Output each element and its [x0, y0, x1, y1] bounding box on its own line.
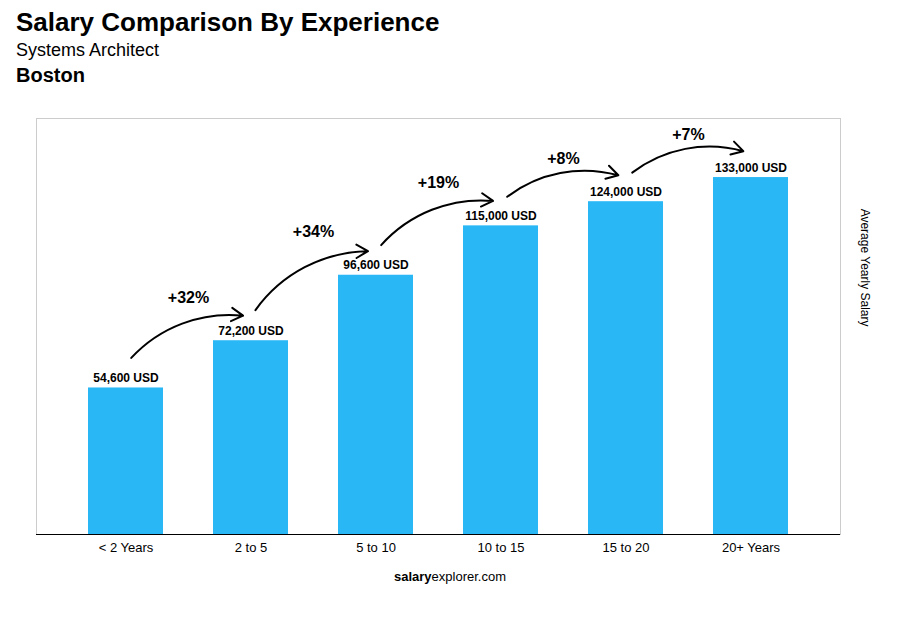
svg-text:115,000 USD: 115,000 USD: [465, 209, 537, 223]
svg-text:96,600 USD: 96,600 USD: [343, 258, 409, 272]
html-text:salary explorer.com: salary explorer.com: [394, 569, 506, 584]
svg-text:+7%: +7%: [672, 126, 704, 143]
html-text:Salary Comparison By Experienc: Salary Comparison By Experience: [16, 7, 440, 37]
svg-text:72,200 USD: 72,200 USD: [218, 324, 284, 338]
svg-text:2 to 5: 2 to 5: [235, 540, 268, 555]
svg-text:54,600 USD: 54,600 USD: [93, 371, 159, 385]
svg-text:124,000 USD: 124,000 USD: [590, 185, 662, 199]
svg-text:+32%: +32%: [168, 289, 209, 306]
svg-text:+19%: +19%: [418, 174, 459, 191]
svg-text:15 to 20: 15 to 20: [603, 540, 650, 555]
svg-text:+34%: +34%: [293, 223, 334, 240]
svg-text:20+ Years: 20+ Years: [722, 540, 781, 555]
svg-text:+8%: +8%: [547, 150, 579, 167]
svg-text:Average Yearly Salary: Average Yearly Salary: [858, 209, 872, 327]
html-text:Boston: Boston: [16, 64, 85, 86]
svg-text:10 to 15: 10 to 15: [478, 540, 525, 555]
svg-text:5 to 10: 5 to 10: [356, 540, 396, 555]
html-text:Systems Architect: Systems Architect: [16, 40, 159, 60]
svg-text:133,000 USD: 133,000 USD: [715, 161, 787, 175]
svg-text:< 2 Years: < 2 Years: [99, 540, 154, 555]
